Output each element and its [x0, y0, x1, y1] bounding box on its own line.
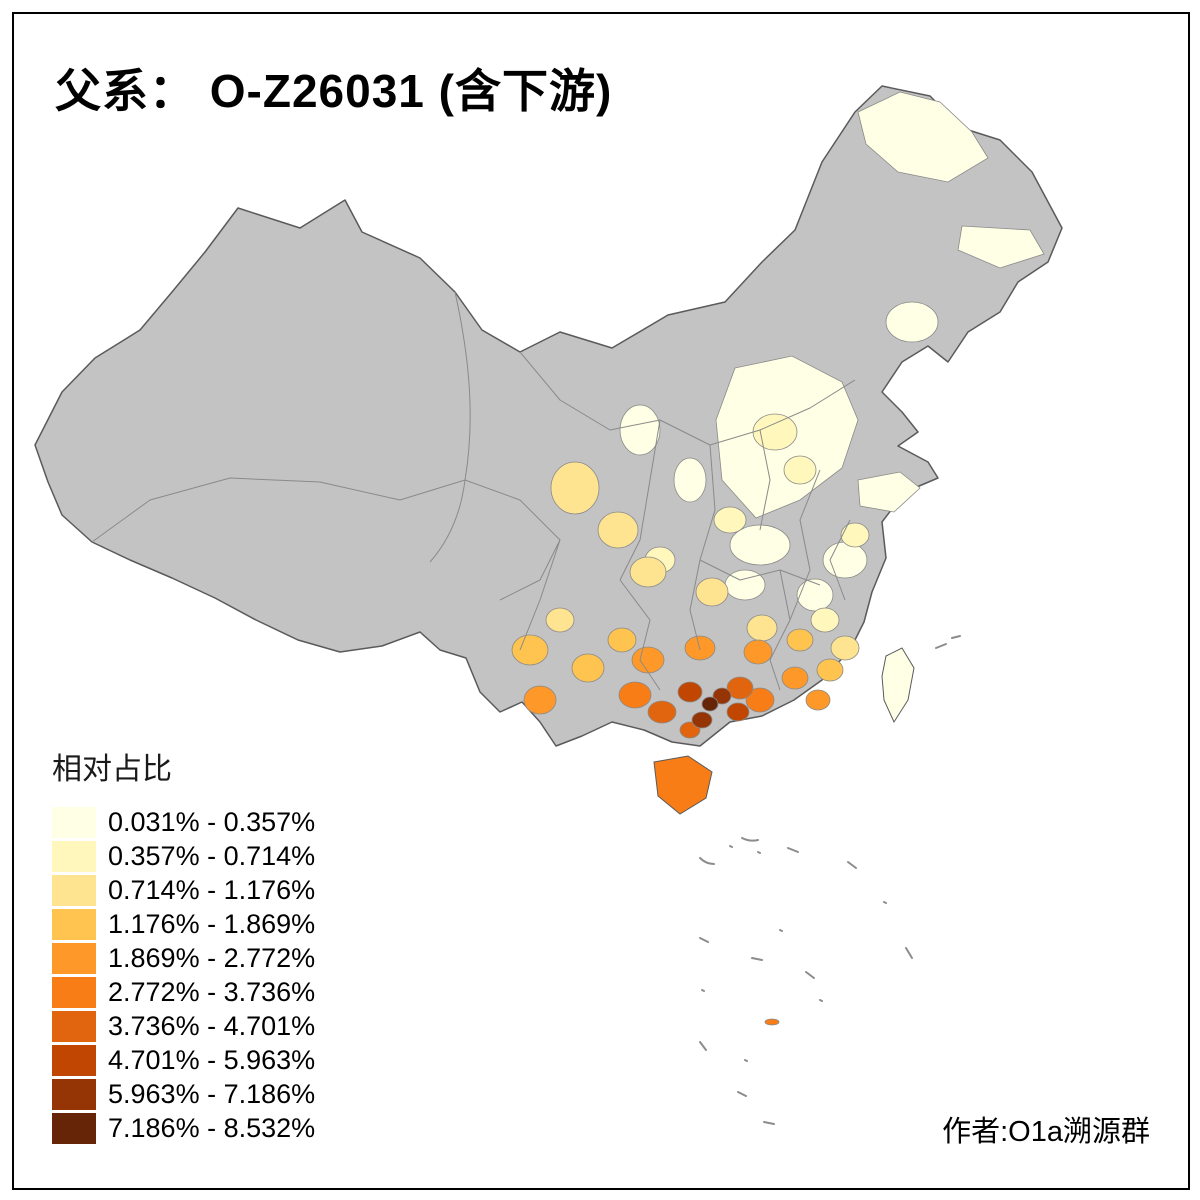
legend-swatch	[52, 807, 96, 838]
legend-label: 1.176% - 1.869%	[108, 909, 316, 939]
legend-row: 0.714% - 1.176%	[52, 874, 315, 907]
legend-label: 1.869% - 2.772%	[108, 943, 316, 973]
legend-row: 1.869% - 2.772%	[52, 942, 315, 975]
legend-label: 2.772% - 3.736%	[108, 977, 316, 1007]
taiwan-island	[882, 648, 914, 722]
legend-row: 7.186% - 8.532%	[52, 1112, 315, 1145]
regions-class-1	[645, 414, 869, 632]
regions-class-4	[524, 636, 830, 714]
legend-label: 5.963% - 7.186%	[108, 1079, 316, 1109]
legend-row: 4.701% - 5.963%	[52, 1044, 315, 1077]
china-mainland	[35, 86, 1062, 746]
legend-row: 0.031% - 0.357%	[52, 806, 315, 839]
regions-class-3	[512, 628, 843, 682]
legend-swatch	[52, 1011, 96, 1042]
legend-title: 相对占比	[52, 753, 172, 786]
legend-swatch	[52, 1045, 96, 1076]
south-china-sea-islands	[700, 636, 960, 1124]
legend-swatch	[52, 943, 96, 974]
legend-row: 0.357% - 0.714%	[52, 840, 315, 873]
legend-label: 4.701% - 5.963%	[108, 1045, 316, 1075]
legend-swatch	[52, 841, 96, 872]
legend-label: 3.736% - 4.701%	[108, 1011, 316, 1041]
legend-row: 3.736% - 4.701%	[52, 1010, 315, 1043]
legend-row: 5.963% - 7.186%	[52, 1078, 315, 1111]
legend-label: 7.186% - 8.532%	[108, 1113, 316, 1143]
province-borders	[92, 292, 855, 690]
regions-class-6	[648, 677, 753, 738]
legend-row: 1.176% - 1.869%	[52, 908, 315, 941]
regions-class-5	[619, 682, 779, 1025]
legend-swatch	[52, 1113, 96, 1144]
legend-label: 0.714% - 1.176%	[108, 875, 316, 905]
legend-swatch	[52, 875, 96, 906]
credit-text: 作者:O1a溯源群	[942, 1116, 1150, 1148]
regions-class-2	[546, 462, 859, 660]
hainan-island	[654, 756, 712, 814]
legend-label: 0.357% - 0.714%	[108, 841, 316, 871]
regions-class-0	[620, 92, 1044, 611]
regions-class-9	[702, 697, 718, 711]
legend-swatch	[52, 909, 96, 940]
legend-swatch	[52, 977, 96, 1008]
legend-row: 2.772% - 3.736%	[52, 976, 315, 1009]
legend-label: 0.031% - 0.357%	[108, 807, 316, 837]
legend: 相对占比 0.031% - 0.357% 0.357% - 0.714% 0.7…	[52, 744, 315, 1146]
regions-class-7	[678, 682, 749, 721]
legend-swatch	[52, 1079, 96, 1110]
map-title: 父系： O-Z26031 (含下游)	[55, 65, 613, 117]
regions-class-8	[692, 688, 731, 728]
